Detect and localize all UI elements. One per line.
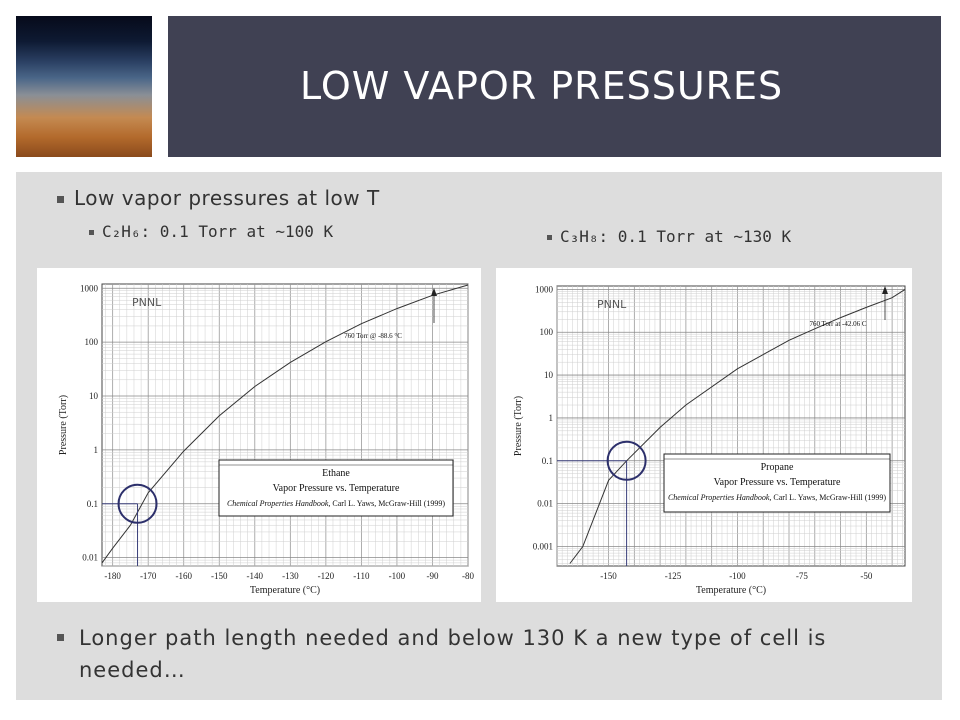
- y-axis-label: Pressure (Torr): [58, 395, 69, 455]
- x-tick-label: -110: [353, 571, 370, 581]
- citation-author: Carl L. Yaws, McGraw-Hill (1999): [330, 499, 445, 508]
- y-axis-label: Pressure (Torr): [513, 396, 524, 456]
- bullet-square-icon: [57, 634, 64, 641]
- x-tick-label: -100: [729, 571, 746, 581]
- y-tick-label: 0.01: [82, 553, 98, 563]
- bullet-ethane: C₂H₆: 0.1 Torr at ~100 K: [89, 222, 333, 241]
- x-tick-label: -100: [389, 571, 406, 581]
- pnnl-watermark: PNNL: [597, 298, 627, 311]
- bullet-propane: C₃H₈: 0.1 Torr at ~130 K: [547, 227, 791, 246]
- pnnl-watermark: PNNL: [132, 296, 162, 309]
- slide-title: LOW VAPOR PRESSURES: [300, 64, 784, 108]
- annotation-760-torr: 760 Torr @ -88.6 °C: [344, 332, 402, 340]
- info-box: [218, 459, 454, 517]
- bullet-square-icon: [57, 196, 64, 203]
- y-tick-label: 0.1: [87, 499, 98, 509]
- x-tick-label: -50: [860, 571, 872, 581]
- x-tick-label: -125: [665, 571, 682, 581]
- highlight-circle: [117, 483, 158, 524]
- annotation-760-torr: 760 Torr at -42.06 C: [809, 320, 866, 328]
- propane-chart: 0.001 0.01 0.1 1 10 100 1000 -150 -125 -100 -75 -50…: [496, 268, 912, 602]
- x-tick-label: -160: [175, 571, 192, 581]
- info-box-citation: Chemical Properties Handbook, Carl L. Ya…: [668, 493, 886, 502]
- x-tick-label: -180: [104, 571, 121, 581]
- highlight-circle: [606, 440, 647, 481]
- propane-chart-svg: 0.001 0.01 0.1 1 10 100 1000 -150 -125 -100 -75 -50…: [513, 284, 906, 596]
- info-box-subtitle: Vapor Pressure vs. Temperature: [273, 483, 400, 494]
- title-bar: LOW VAPOR PRESSURES: [168, 16, 941, 157]
- x-tick-label: -150: [211, 571, 228, 581]
- x-tick-label: -170: [140, 571, 157, 581]
- y-tick-label: 0.001: [533, 541, 553, 551]
- annotation-arrowhead: [882, 286, 888, 294]
- x-tick-label: -120: [318, 571, 335, 581]
- x-tick-label: -90: [426, 571, 438, 581]
- plot-area: [101, 283, 469, 567]
- bullet-square-icon: [89, 230, 94, 235]
- ethane-chart-svg: 0.01 0.1 1 10 100 1000 -180 -170 -160 -150 -140 -13…: [58, 283, 474, 596]
- info-box-title: Ethane: [322, 468, 350, 479]
- y-tick-label: 1000: [80, 283, 99, 293]
- slide-content: Low vapor pressures at low T C₂H₆: 0.1 T…: [16, 172, 942, 700]
- y-tick-label: 100: [540, 327, 554, 337]
- bullet-square-icon: [547, 235, 552, 240]
- x-tick-label: -75: [796, 571, 808, 581]
- annotation-arrowhead: [431, 288, 437, 296]
- header-image: [16, 16, 152, 157]
- y-tick-label: 0.01: [537, 499, 553, 509]
- info-box-title: Propane: [761, 462, 794, 473]
- citation-book: Chemical Properties Handbook,: [668, 493, 771, 502]
- y-tick-label: 10: [544, 370, 554, 380]
- bullet-path-length: Longer path length needed and below 130 …: [57, 622, 917, 686]
- info-box: [663, 453, 891, 513]
- y-tick-label: 100: [85, 337, 99, 347]
- y-tick-label: 1: [549, 413, 554, 423]
- bullet-low-vapor: Low vapor pressures at low T: [57, 186, 380, 210]
- vapor-pressure-curve: [101, 284, 469, 564]
- citation-book: Chemical Properties Handbook,: [227, 499, 330, 508]
- plot-area: [556, 285, 906, 567]
- x-tick-label: -80: [462, 571, 474, 581]
- x-axis-label: Temperature (°C): [696, 585, 766, 596]
- y-tick-label: 0.1: [542, 456, 553, 466]
- x-tick-label: -130: [282, 571, 299, 581]
- citation-author: Carl L. Yaws, McGraw-Hill (1999): [771, 493, 886, 502]
- info-box-citation: Chemical Properties Handbook, Carl L. Ya…: [227, 499, 445, 508]
- ethane-chart: 0.01 0.1 1 10 100 1000 -180 -170 -160 -150 -140 -13…: [37, 268, 481, 602]
- vapor-pressure-curve: [569, 288, 906, 564]
- info-box-subtitle: Vapor Pressure vs. Temperature: [714, 477, 841, 488]
- x-tick-label: -140: [247, 571, 264, 581]
- y-tick-label: 10: [89, 391, 99, 401]
- x-tick-label: -150: [600, 571, 617, 581]
- y-tick-label: 1: [94, 445, 99, 455]
- x-axis-label: Temperature (°C): [250, 585, 320, 596]
- y-tick-label: 1000: [535, 284, 554, 294]
